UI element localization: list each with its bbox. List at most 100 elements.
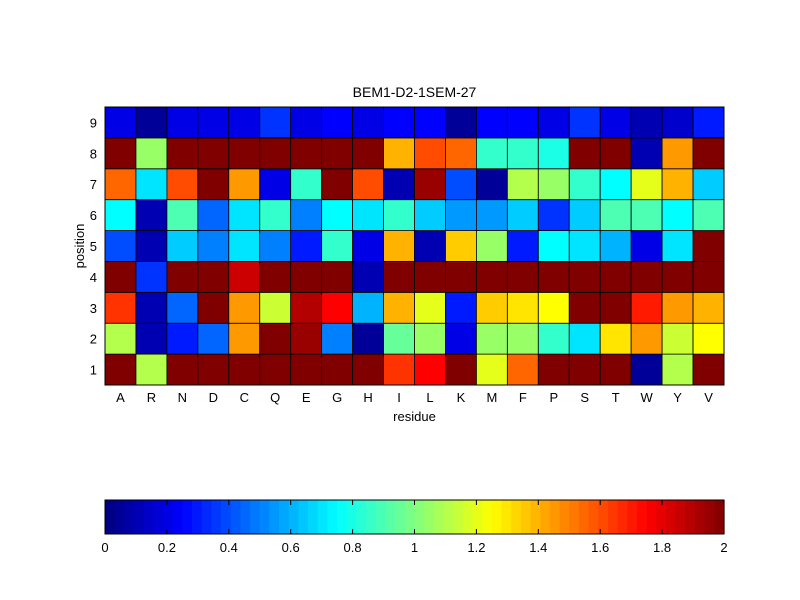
heatmap-cell-V-7 <box>692 168 725 201</box>
colorbar-step <box>211 500 222 534</box>
heatmap-cell-N-5 <box>166 230 199 262</box>
heatmap-cell-I-5 <box>383 230 415 262</box>
x-tick-label-G: G <box>332 390 342 405</box>
colorbar-step <box>472 500 483 534</box>
heatmap-cell-T-2 <box>599 322 632 355</box>
colorbar-step <box>607 500 619 534</box>
colorbar-step <box>453 500 464 534</box>
heatmap-cell-N-8 <box>166 137 199 170</box>
y-tick-label-4: 4 <box>90 270 97 285</box>
heatmap-cell-R-5 <box>135 230 168 262</box>
colorbar-tick-label: 1 <box>411 540 418 555</box>
x-tick-label-D: D <box>209 390 218 405</box>
heatmap-cell-T-4 <box>599 261 632 293</box>
heatmap-cell-D-3 <box>197 291 230 324</box>
y-axis-label: position <box>72 224 87 269</box>
heatmap-cell-I-7 <box>383 168 415 201</box>
x-tick-label-Q: Q <box>270 390 280 405</box>
heatmap-cell-I-2 <box>383 322 415 355</box>
heatmap-cell-Q-3 <box>259 291 292 324</box>
heatmap-cell-D-7 <box>197 168 230 201</box>
heatmap-cell-F-9 <box>506 106 539 139</box>
heatmap-cell-D-6 <box>197 199 230 231</box>
colorbar-tick-label: 0.4 <box>220 540 238 555</box>
heatmap-cell-D-5 <box>197 230 230 262</box>
colorbar-step <box>656 500 667 534</box>
heatmap-cell-I-8 <box>383 137 415 170</box>
x-tick-label-E: E <box>302 390 311 405</box>
heatmap-cell-H-1 <box>352 353 384 386</box>
heatmap-cell-M-3 <box>475 291 508 324</box>
heatmap-cell-F-6 <box>506 199 539 231</box>
heatmap-cell-T-8 <box>599 137 632 170</box>
heatmap-cell-N-4 <box>166 261 199 293</box>
heatmap-cell-C-2 <box>228 322 261 355</box>
x-tick-label-C: C <box>240 390 249 405</box>
heatmap-cell-S-1 <box>568 353 601 386</box>
heatmap-cell-P-8 <box>537 137 570 170</box>
colorbar-step <box>124 500 135 534</box>
x-tick-label-N: N <box>178 390 187 405</box>
heatmap-cells <box>104 106 725 386</box>
colorbar-step <box>578 500 590 534</box>
colorbar-step <box>540 500 551 534</box>
colorbar-step <box>153 500 164 534</box>
heatmap-cell-V-5 <box>692 230 725 262</box>
colorbar-step <box>414 500 425 534</box>
heatmap-cell-S-4 <box>568 261 601 293</box>
heatmap-cell-A-2 <box>104 322 137 355</box>
heatmap-cell-V-1 <box>692 353 725 386</box>
heatmap-cell-Y-1 <box>661 353 694 386</box>
heatmap-cell-A-4 <box>104 261 137 293</box>
heatmap-cell-E-3 <box>290 291 323 324</box>
heatmap-cell-G-9 <box>321 106 353 139</box>
heatmap-cell-L-7 <box>414 168 446 201</box>
heatmap-cell-L-3 <box>414 291 446 324</box>
heatmap-cell-G-1 <box>321 353 353 386</box>
heatmap-cell-K-9 <box>445 106 477 139</box>
colorbar-step <box>646 500 657 534</box>
heatmap-cell-F-3 <box>506 291 539 324</box>
colorbar-step <box>714 500 725 534</box>
heatmap-cell-P-4 <box>537 261 570 293</box>
heatmap-cell-W-9 <box>630 106 663 139</box>
heatmap-cell-S-6 <box>568 199 601 231</box>
colorbar-step <box>569 500 580 534</box>
colorbar-step <box>163 500 174 534</box>
colorbar-tick-label: 1.8 <box>653 540 671 555</box>
colorbar-tick-label: 0.8 <box>344 540 362 555</box>
heatmap-cell-V-3 <box>692 291 725 324</box>
y-tick-label-5: 5 <box>90 239 97 254</box>
heatmap-cell-N-9 <box>166 106 199 139</box>
heatmap-cell-I-6 <box>383 199 415 231</box>
colorbar-step <box>559 500 570 534</box>
colorbar-step <box>491 500 503 534</box>
heatmap-cell-N-2 <box>166 322 199 355</box>
heatmap-cell-C-9 <box>228 106 261 139</box>
heatmap-cell-G-3 <box>321 291 353 324</box>
heatmap-cell-K-3 <box>445 291 477 324</box>
colorbar-step <box>143 500 154 534</box>
heatmap-cell-E-9 <box>290 106 323 139</box>
heatmap-cell-P-3 <box>537 291 570 324</box>
heatmap-cell-I-4 <box>383 261 415 293</box>
plot-frame <box>104 106 725 386</box>
heatmap-cell-L-8 <box>414 137 446 170</box>
heatmap-cell-Y-3 <box>661 291 694 324</box>
x-tick-label-A: A <box>116 390 125 405</box>
colorbar-step <box>182 500 193 534</box>
colorbar-step <box>482 500 493 534</box>
heatmap-cell-H-7 <box>352 168 384 201</box>
colorbar-step <box>424 500 435 534</box>
colorbar-step <box>588 500 599 534</box>
colorbar-step <box>617 500 628 534</box>
heatmap-cell-I-9 <box>383 106 415 139</box>
colorbar-tick-label: 0.2 <box>158 540 176 555</box>
heatmap-cell-K-6 <box>445 199 477 231</box>
heatmap-cell-L-5 <box>414 230 446 262</box>
heatmap-cell-E-8 <box>290 137 323 170</box>
x-tick-label-V: V <box>704 390 713 405</box>
colorbar-step <box>298 500 309 534</box>
colorbar-tick-labels: 0 0.2 0.4 0.6 0.8 1 1.2 1.4 1.6 1.8 2 <box>101 500 728 555</box>
x-tick-label-T: T <box>612 390 620 405</box>
